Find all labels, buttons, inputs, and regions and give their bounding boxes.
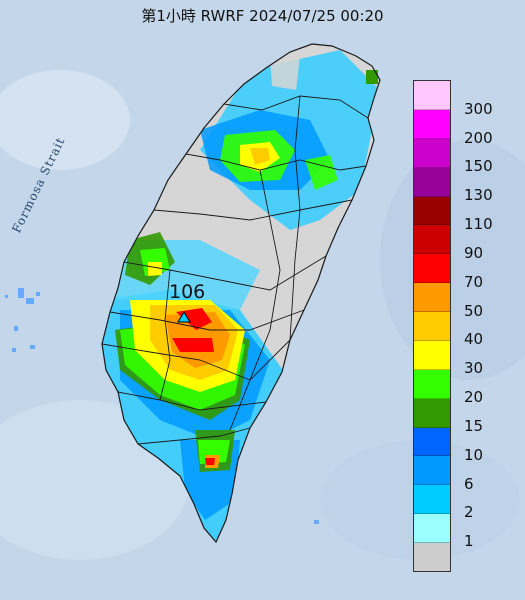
legend-swatch [414, 81, 450, 110]
legend-swatch [414, 340, 450, 370]
max-value-label: 106 [169, 281, 206, 303]
legend-label: 1 [464, 532, 474, 551]
legend-label: 50 [464, 301, 484, 320]
legend-label: 200 [464, 128, 493, 147]
max-rainfall-marker [177, 311, 191, 323]
legend-label: 90 [464, 243, 484, 262]
legend-swatch [414, 369, 450, 399]
legend-label: 150 [464, 157, 493, 176]
map-title: 第1小時 RWRF 2024/07/25 00:20 [141, 7, 384, 25]
legend-label: 40 [464, 330, 484, 349]
legend-label: 2 [464, 503, 474, 522]
legend-swatch [414, 543, 450, 571]
legend-swatch [414, 398, 450, 428]
legend-swatch [414, 138, 450, 168]
legend-swatch [414, 167, 450, 197]
legend-label: 300 [464, 99, 493, 118]
legend-label: 10 [464, 445, 484, 464]
legend-label: 6 [464, 474, 474, 493]
legend-swatch [414, 225, 450, 255]
legend-swatch [414, 196, 450, 226]
legend-swatch [414, 109, 450, 139]
legend-label: 130 [464, 186, 493, 205]
legend-label: 30 [464, 359, 484, 378]
legend-swatch [414, 254, 450, 284]
legend-swatch [414, 427, 450, 457]
northeast-echo [366, 70, 378, 84]
legend-label: 70 [464, 272, 484, 291]
legend-swatch [414, 312, 450, 341]
legend-label: 110 [464, 215, 493, 234]
rainfall-legend [413, 80, 451, 572]
legend-swatch [414, 283, 450, 312]
offshore-echoes [5, 288, 319, 524]
legend-swatch [414, 514, 450, 543]
legend-swatch [414, 456, 450, 486]
legend-label: 15 [464, 416, 484, 435]
legend-swatch [414, 485, 450, 515]
county-boundaries [101, 43, 381, 544]
legend-label: 20 [464, 388, 484, 407]
